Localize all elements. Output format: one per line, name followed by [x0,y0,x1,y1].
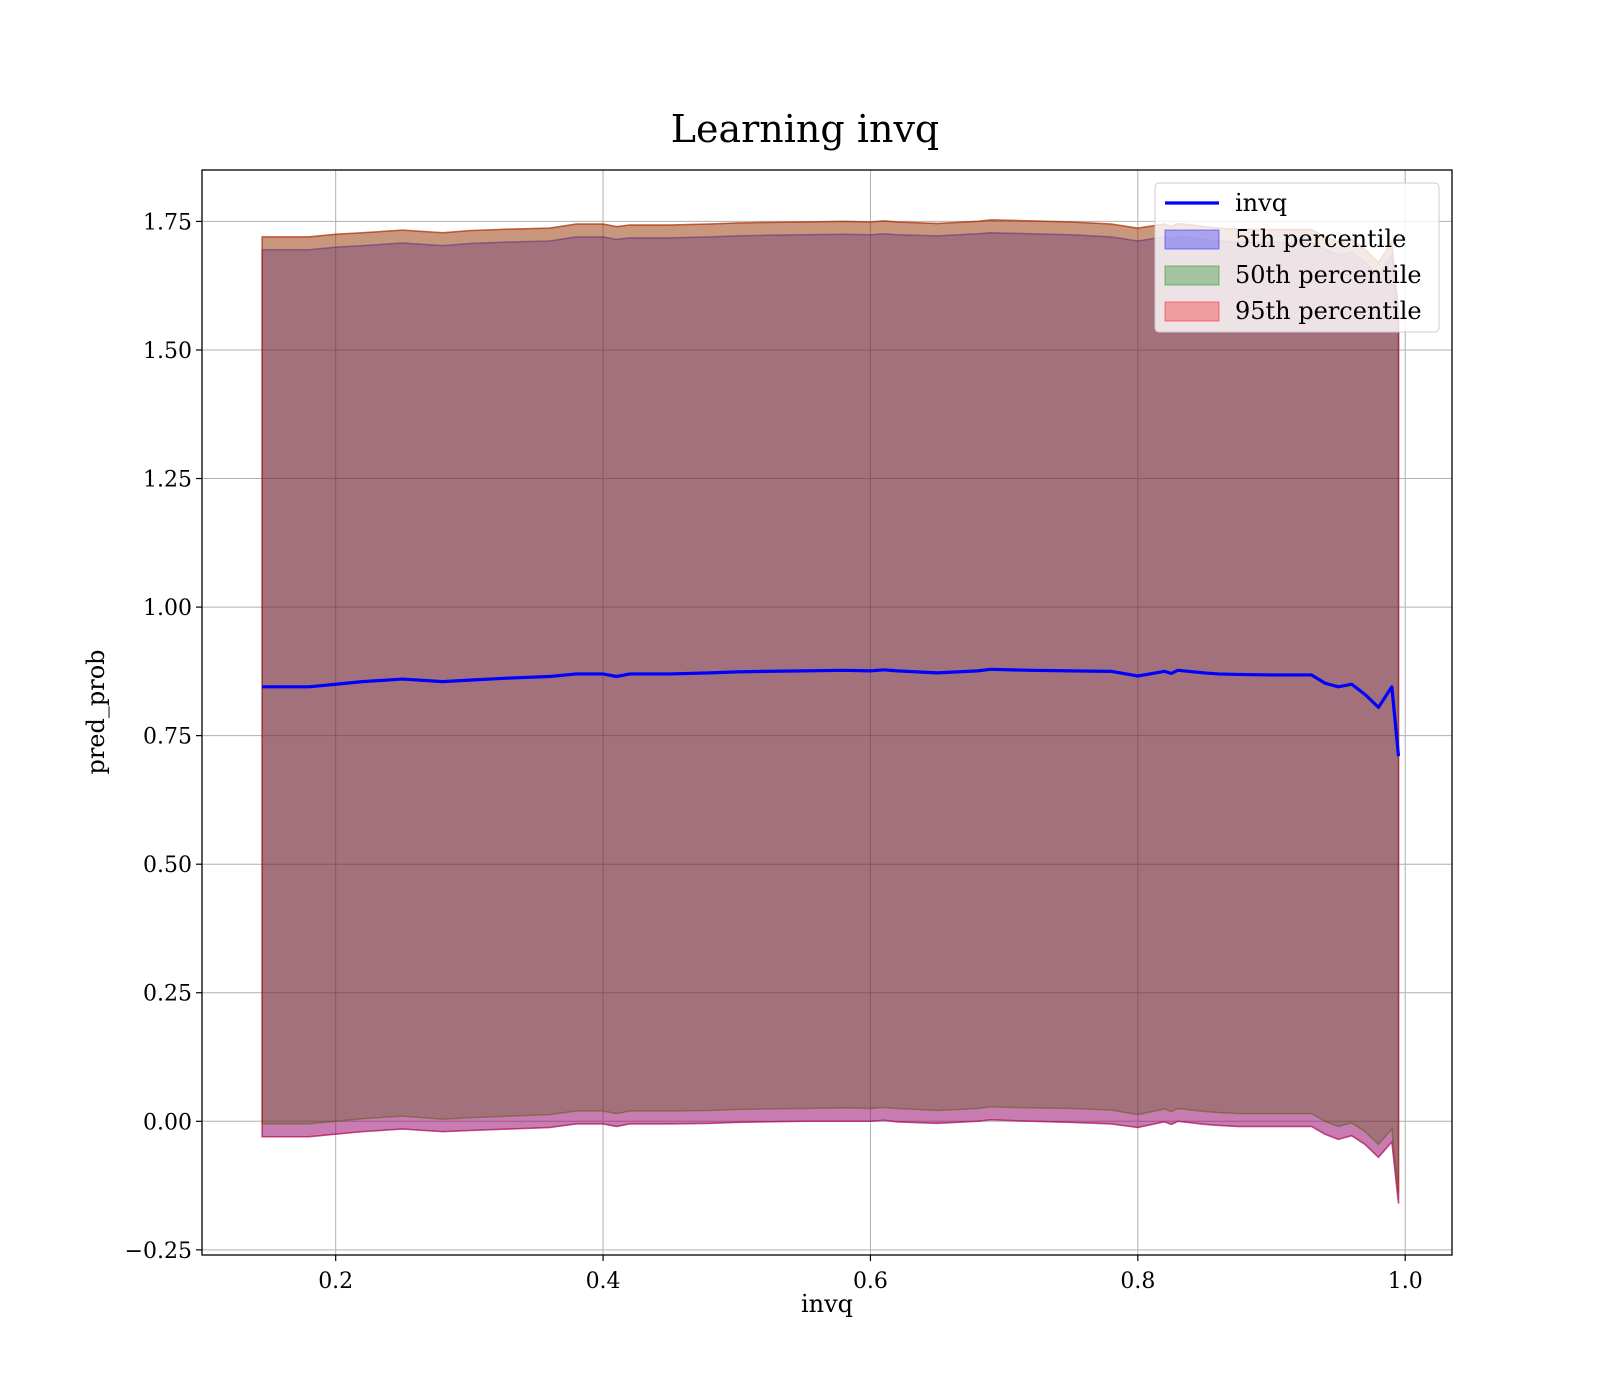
x-tick-label: 1.0 [1388,1269,1423,1294]
band-95th-percentile [261,219,1400,1204]
x-tick-label: 0.4 [586,1269,621,1294]
x-tick-label: 0.6 [853,1269,888,1294]
x-tick-label: 0.2 [318,1269,353,1294]
x-axis-label: invq [801,1290,853,1318]
legend-band-swatch [1164,301,1220,322]
chart-title: Learning invq [671,107,939,151]
legend: invq 5th percentile 50th percentile 95th pe… [1154,182,1440,333]
line-invq [262,667,1401,757]
legend-band-swatch [1164,265,1220,286]
plot-frame [201,169,1453,1256]
y-tick-label: 1.00 [143,596,192,621]
y-tick-label: 1.75 [143,210,192,235]
x-axis-ticks: 0.2 0.4 0.6 0.8 1.0 [318,1255,1423,1294]
y-tick-label: 0.50 [143,853,192,878]
band-5th-percentile [261,231,1400,1204]
y-tick-label: 0.00 [143,1110,192,1135]
legend-label: invq [1235,189,1287,217]
y-tick-label: −0.25 [125,1239,192,1264]
y-axis-ticks: −0.25 0.00 0.25 0.50 0.75 1.00 1.25 1.50 1.75 [125,210,202,1264]
y-tick-label: 1.50 [143,339,192,364]
y-axis-label: pred_prob [82,649,110,774]
legend-band-swatch [1164,229,1220,250]
y-tick-label: 0.75 [143,725,192,750]
band-50th-percentile [261,219,1400,1194]
y-tick-label: 0.25 [143,982,192,1007]
x-tick-label: 0.8 [1120,1269,1155,1294]
percentile-bands [261,219,1400,1204]
legend-label: 5th percentile [1235,225,1406,253]
grid [202,170,1452,1255]
legend-label: 50th percentile [1235,261,1422,289]
series-lines [262,667,1401,757]
legend-box [1154,182,1440,333]
y-tick-label: 1.25 [143,468,192,493]
legend-label: 95th percentile [1235,297,1422,325]
